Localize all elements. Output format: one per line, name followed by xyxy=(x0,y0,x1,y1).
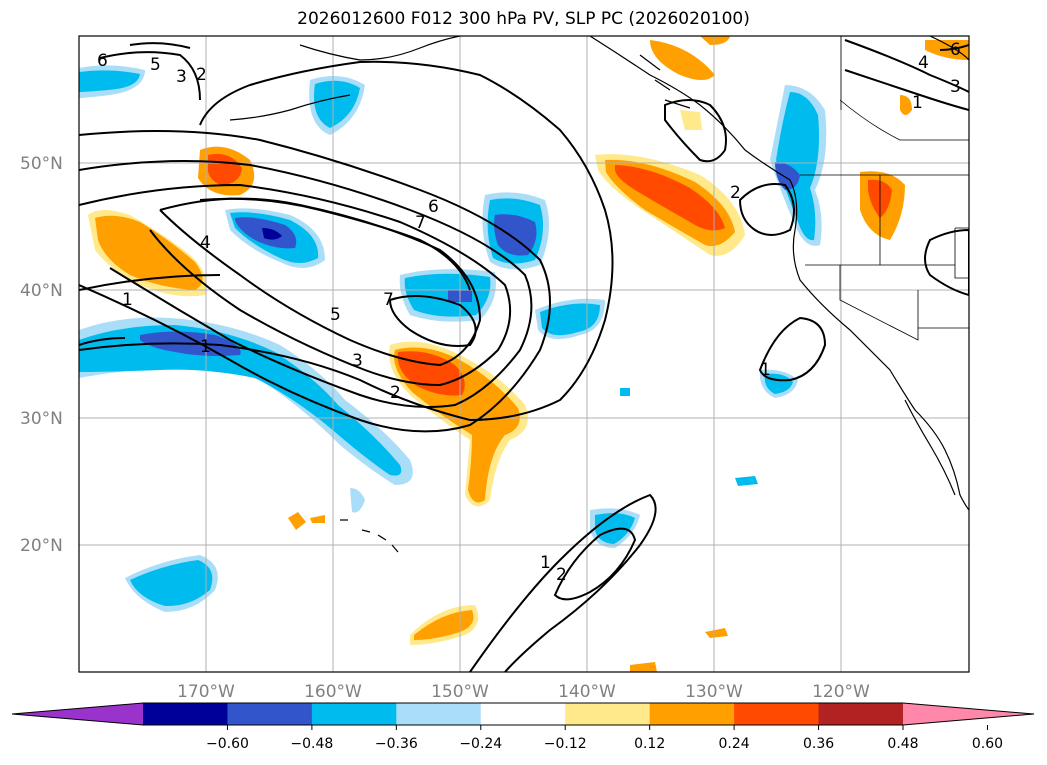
contour-label: 1 xyxy=(912,93,923,113)
contour-label: 1 xyxy=(760,360,771,380)
colorbar-tick-label: −0.36 xyxy=(375,736,418,752)
colorbar-tick-label: 0.48 xyxy=(887,736,918,752)
lon-label: 140°W xyxy=(558,682,616,702)
colorbar-extend-min xyxy=(12,703,143,725)
state-borders xyxy=(800,36,969,341)
colorbar-segment xyxy=(818,703,904,725)
colorbar-segment xyxy=(565,703,651,725)
longitude-labels: 170°W 160°W 150°W 140°W 130°W 120°W xyxy=(177,682,870,702)
colorbar: −0.60 −0.48 −0.36 −0.24 −0.12 0.12 0.24 0.36 0.4… xyxy=(11,702,1035,752)
contour-label: 2 xyxy=(196,65,207,85)
colorbar-tick-label: 0.12 xyxy=(634,736,665,752)
contour-label: 5 xyxy=(150,55,161,75)
colorbar-tick-label: −0.24 xyxy=(459,736,502,752)
lat-label: 40°N xyxy=(20,281,63,301)
contour-label: 6 xyxy=(950,40,961,60)
contour-label: 6 xyxy=(428,197,439,217)
contour-label: 3 xyxy=(950,77,961,97)
map-frame xyxy=(78,35,970,673)
lat-label: 50°N xyxy=(20,154,63,174)
lon-label: 160°W xyxy=(304,682,362,702)
contour-labels: 6 5 3 2 7 6 4 1 1 5 7 3 2 1 2 1 2 4 3 1 … xyxy=(97,40,961,585)
colorbar-segment xyxy=(143,703,228,725)
colorbar-segment xyxy=(734,703,820,725)
contour-label: 2 xyxy=(556,565,567,585)
contour-label: 3 xyxy=(176,67,187,87)
colorbar-tick-label: −0.12 xyxy=(544,736,587,752)
lon-label: 170°W xyxy=(177,682,235,702)
colorbar-tick-label: −0.60 xyxy=(206,736,249,752)
latitude-labels: 50°N 40°N 30°N 20°N xyxy=(20,154,63,556)
lat-label: 20°N xyxy=(20,536,63,556)
contour-label: 2 xyxy=(730,183,741,203)
map-title: 2026012600 F012 300 hPa PV, SLP PC (2026… xyxy=(297,9,750,29)
contour-label: 3 xyxy=(352,351,363,371)
colorbar-segment xyxy=(227,703,313,725)
pv-negative-shading xyxy=(79,65,827,612)
colorbar-tick-label: 0.36 xyxy=(803,736,834,752)
colorbar-segment xyxy=(649,703,735,725)
graticule xyxy=(79,36,969,672)
slp-contours xyxy=(79,39,969,672)
contour-label: 5 xyxy=(330,305,341,325)
lat-label: 30°N xyxy=(20,409,63,429)
lon-label: 150°W xyxy=(431,682,489,702)
colorbar-tick-label: −0.48 xyxy=(290,736,333,752)
colorbar-extend-max xyxy=(903,703,1034,725)
colorbar-tick-label: 0.60 xyxy=(972,736,1003,752)
colorbar-segment xyxy=(396,703,482,725)
colorbar-segment xyxy=(480,703,566,725)
contour-label: 1 xyxy=(200,337,211,357)
colorbar-outline xyxy=(11,702,1035,726)
contour-label: 4 xyxy=(200,233,211,253)
contour-label: 6 xyxy=(97,51,108,71)
contour-label: 4 xyxy=(918,53,929,73)
colorbar-segment xyxy=(311,703,397,725)
contour-label: 7 xyxy=(415,213,426,233)
contour-label: 7 xyxy=(383,290,394,310)
contour-label: 1 xyxy=(122,290,133,310)
lon-label: 120°W xyxy=(812,682,870,702)
lon-label: 130°W xyxy=(685,682,743,702)
map-area: 6 5 3 2 7 6 4 1 1 5 7 3 2 1 2 1 2 4 3 1 … xyxy=(79,36,969,672)
contour-label: 1 xyxy=(540,553,551,573)
contour-label: 2 xyxy=(390,383,401,403)
colorbar-tick-label: 0.24 xyxy=(719,736,750,752)
coastlines xyxy=(229,36,969,553)
